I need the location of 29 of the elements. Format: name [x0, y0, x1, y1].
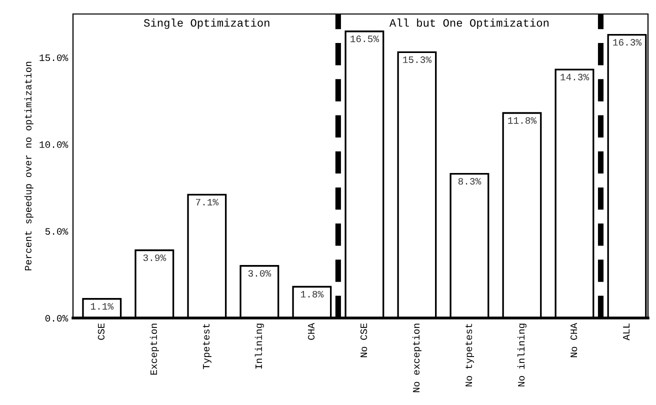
- y-tick-label: 0.0%: [45, 315, 68, 322]
- y-tick-label: 5.0%: [45, 228, 68, 235]
- annotation: Single Optimization: [144, 18, 270, 29]
- y-axis-title: Percent speedup over no optimization: [24, 62, 34, 270]
- y-tick-label: 10.0%: [40, 141, 68, 148]
- data-label: 8.3%: [458, 178, 482, 185]
- data-label: 1.8%: [300, 290, 324, 298]
- data-label: 16.3%: [613, 39, 642, 46]
- x-tick-label: No CSE: [360, 323, 368, 358]
- data-label: 3.0%: [248, 270, 272, 277]
- x-tick-label: No typetest: [466, 324, 474, 386]
- data-label: 7.1%: [196, 198, 219, 206]
- x-tick-label: Typetest: [202, 324, 212, 370]
- y-tick-label: 15.0%: [40, 54, 68, 62]
- x-tick-label: ALL: [623, 323, 630, 340]
- x-tick-label: CSE: [98, 323, 104, 340]
- data-label: 16.5%: [350, 36, 380, 42]
- x-tick-label: No inlining: [517, 324, 526, 386]
- x-tick-label: CHA: [308, 322, 315, 340]
- x-tick-label: No CHA: [570, 322, 578, 358]
- x-tick-label: Inlining: [254, 324, 264, 369]
- data-label: 15.3%: [403, 56, 432, 64]
- x-tick-label: No exception: [412, 324, 422, 392]
- annotation: All but One Optimization: [389, 18, 548, 29]
- data-label: 1.1%: [90, 303, 114, 310]
- x-tick-label: Exception: [150, 324, 159, 375]
- data-label: 3.9%: [143, 254, 166, 262]
- data-label: 11.8%: [508, 117, 537, 124]
- data-label: 14.3%: [560, 74, 590, 80]
